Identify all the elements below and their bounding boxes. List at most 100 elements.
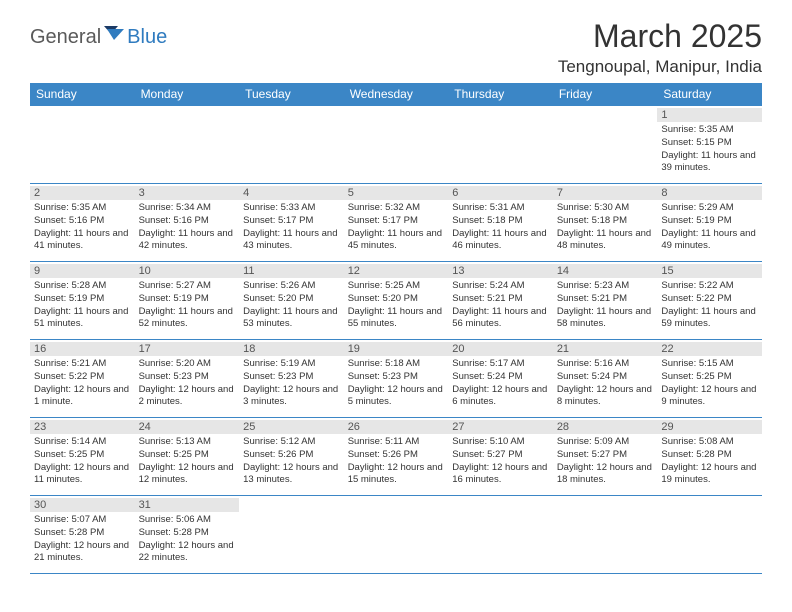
sunrise: Sunrise: 5:23 AM (557, 280, 654, 293)
day-info: Sunrise: 5:27 AMSunset: 5:19 PMDaylight:… (139, 280, 236, 331)
day-cell: 31Sunrise: 5:06 AMSunset: 5:28 PMDayligh… (135, 496, 240, 574)
day-cell: 29Sunrise: 5:08 AMSunset: 5:28 PMDayligh… (657, 418, 762, 496)
sunrise: Sunrise: 5:33 AM (243, 202, 340, 215)
weekday-header: Monday (135, 83, 240, 106)
logo-text-general: General (30, 26, 101, 49)
day-cell: 3Sunrise: 5:34 AMSunset: 5:16 PMDaylight… (135, 184, 240, 262)
sunset: Sunset: 5:23 PM (243, 371, 340, 384)
day-info: Sunrise: 5:17 AMSunset: 5:24 PMDaylight:… (452, 358, 549, 409)
day-number: 6 (448, 186, 553, 200)
day-info: Sunrise: 5:12 AMSunset: 5:26 PMDaylight:… (243, 436, 340, 487)
sunset: Sunset: 5:27 PM (557, 449, 654, 462)
sunset: Sunset: 5:17 PM (243, 215, 340, 228)
day-info: Sunrise: 5:35 AMSunset: 5:15 PMDaylight:… (661, 124, 758, 175)
day-cell (30, 106, 135, 184)
sunset: Sunset: 5:25 PM (34, 449, 131, 462)
sunrise: Sunrise: 5:16 AM (557, 358, 654, 371)
day-cell: 21Sunrise: 5:16 AMSunset: 5:24 PMDayligh… (553, 340, 658, 418)
sunrise: Sunrise: 5:24 AM (452, 280, 549, 293)
logo: General Blue (30, 26, 167, 49)
day-info: Sunrise: 5:18 AMSunset: 5:23 PMDaylight:… (348, 358, 445, 409)
daylight: Daylight: 12 hours and 8 minutes. (557, 384, 654, 410)
daylight: Daylight: 12 hours and 1 minute. (34, 384, 131, 410)
day-cell: 5 Sunrise: 5:32 AMSunset: 5:17 PMDaylight… (344, 184, 449, 262)
daylight: Daylight: 12 hours and 6 minutes. (452, 384, 549, 410)
day-number: 5 (344, 186, 449, 200)
sunrise: Sunrise: 5:09 AM (557, 436, 654, 449)
daylight: Daylight: 11 hours and 41 minutes. (34, 228, 131, 254)
calendar-body: 1 Sunrise: 5:35 AMSunset: 5:15 PMDaylight… (30, 106, 762, 574)
sunset: Sunset: 5:18 PM (557, 215, 654, 228)
day-cell (657, 496, 762, 574)
daylight: Daylight: 12 hours and 9 minutes. (661, 384, 758, 410)
day-number: 27 (448, 420, 553, 434)
daylight: Daylight: 12 hours and 19 minutes. (661, 462, 758, 488)
day-cell: 6Sunrise: 5:31 AMSunset: 5:18 PMDaylight… (448, 184, 553, 262)
day-cell: 25 Sunrise: 5:12 AMSunset: 5:26 PMDayligh… (239, 418, 344, 496)
day-cell (239, 496, 344, 574)
sunset: Sunset: 5:21 PM (557, 293, 654, 306)
sunset: Sunset: 5:28 PM (34, 527, 131, 540)
sunset: Sunset: 5:22 PM (34, 371, 131, 384)
daylight: Daylight: 11 hours and 49 minutes. (661, 228, 758, 254)
day-cell: 13Sunrise: 5:24 AMSunset: 5:21 PMDayligh… (448, 262, 553, 340)
day-cell: 20Sunrise: 5:17 AMSunset: 5:24 PMDayligh… (448, 340, 553, 418)
daylight: Daylight: 11 hours and 46 minutes. (452, 228, 549, 254)
weekday-header-row: Sunday Monday Tuesday Wednesday Thursday… (30, 83, 762, 106)
day-info: Sunrise: 5:14 AMSunset: 5:25 PMDaylight:… (34, 436, 131, 487)
day-number: 15 (657, 264, 762, 278)
day-info: Sunrise: 5:20 AMSunset: 5:23 PMDaylight:… (139, 358, 236, 409)
day-number: 11 (239, 264, 344, 278)
day-info: Sunrise: 5:32 AMSunset: 5:17 PMDaylight:… (348, 202, 445, 253)
day-cell (344, 106, 449, 184)
day-number: 4 (239, 186, 344, 200)
day-info: Sunrise: 5:35 AMSunset: 5:16 PMDaylight:… (34, 202, 131, 253)
weekday-header: Tuesday (239, 83, 344, 106)
day-number: 30 (30, 498, 135, 512)
month-title: March 2025 (558, 18, 762, 55)
daylight: Daylight: 11 hours and 52 minutes. (139, 306, 236, 332)
day-cell: 19Sunrise: 5:18 AMSunset: 5:23 PMDayligh… (344, 340, 449, 418)
day-number: 24 (135, 420, 240, 434)
day-cell: 27Sunrise: 5:10 AMSunset: 5:27 PMDayligh… (448, 418, 553, 496)
sunrise: Sunrise: 5:11 AM (348, 436, 445, 449)
week-row: 9 Sunrise: 5:28 AMSunset: 5:19 PMDaylight… (30, 262, 762, 340)
daylight: Daylight: 12 hours and 15 minutes. (348, 462, 445, 488)
sunrise: Sunrise: 5:26 AM (243, 280, 340, 293)
day-number: 13 (448, 264, 553, 278)
header: General Blue March 2025 Tengnoupal, Mani… (30, 18, 762, 77)
location: Tengnoupal, Manipur, India (558, 57, 762, 77)
day-number: 1 (657, 108, 762, 122)
sunrise: Sunrise: 5:35 AM (661, 124, 758, 137)
sunrise: Sunrise: 5:19 AM (243, 358, 340, 371)
day-info: Sunrise: 5:22 AMSunset: 5:22 PMDaylight:… (661, 280, 758, 331)
day-cell (344, 496, 449, 574)
day-cell: 30Sunrise: 5:07 AMSunset: 5:28 PMDayligh… (30, 496, 135, 574)
day-number: 9 (30, 264, 135, 278)
day-cell (448, 496, 553, 574)
sunrise: Sunrise: 5:20 AM (139, 358, 236, 371)
sunrise: Sunrise: 5:35 AM (34, 202, 131, 215)
day-cell: 24Sunrise: 5:13 AMSunset: 5:25 PMDayligh… (135, 418, 240, 496)
day-number: 16 (30, 342, 135, 356)
sunset: Sunset: 5:24 PM (557, 371, 654, 384)
sunrise: Sunrise: 5:17 AM (452, 358, 549, 371)
daylight: Daylight: 12 hours and 22 minutes. (139, 540, 236, 566)
title-block: March 2025 Tengnoupal, Manipur, India (558, 18, 762, 77)
weekday-header: Wednesday (344, 83, 449, 106)
day-number: 18 (239, 342, 344, 356)
day-number: 7 (553, 186, 658, 200)
day-info: Sunrise: 5:26 AMSunset: 5:20 PMDaylight:… (243, 280, 340, 331)
day-info: Sunrise: 5:29 AMSunset: 5:19 PMDaylight:… (661, 202, 758, 253)
daylight: Daylight: 12 hours and 13 minutes. (243, 462, 340, 488)
day-info: Sunrise: 5:15 AMSunset: 5:25 PMDaylight:… (661, 358, 758, 409)
day-info: Sunrise: 5:30 AMSunset: 5:18 PMDaylight:… (557, 202, 654, 253)
day-cell: 8Sunrise: 5:29 AMSunset: 5:19 PMDaylight… (657, 184, 762, 262)
day-info: Sunrise: 5:25 AMSunset: 5:20 PMDaylight:… (348, 280, 445, 331)
day-number: 17 (135, 342, 240, 356)
day-info: Sunrise: 5:28 AMSunset: 5:19 PMDaylight:… (34, 280, 131, 331)
day-number: 25 (239, 420, 344, 434)
daylight: Daylight: 12 hours and 11 minutes. (34, 462, 131, 488)
day-cell (553, 496, 658, 574)
daylight: Daylight: 11 hours and 55 minutes. (348, 306, 445, 332)
